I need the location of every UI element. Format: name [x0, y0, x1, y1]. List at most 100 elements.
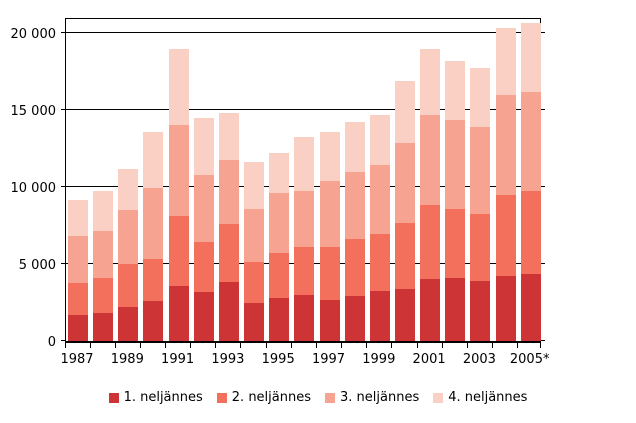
legend-label: 2. neljännes: [231, 390, 311, 405]
bar-segment: [193, 175, 214, 243]
bar-segment: [68, 314, 88, 341]
y-axis-tick: [61, 340, 66, 341]
bar-segment: [68, 236, 88, 284]
bar-segment: [394, 81, 415, 144]
y-tick-label: 0: [47, 335, 56, 350]
plot-area: [61, 18, 545, 343]
bar-segment: [520, 22, 541, 93]
bar-segment: [495, 194, 516, 276]
bar-segment: [344, 122, 365, 173]
bar-segment: [143, 187, 164, 259]
legend-swatch: [433, 392, 444, 403]
legend: 1. neljännes 2. neljännes 3. neljännes 4. n…: [0, 390, 636, 405]
bar-segment: [319, 247, 340, 301]
legend-label: 1. neljännes: [123, 390, 203, 405]
bar-2002: [445, 61, 466, 341]
y-axis-tick: [540, 185, 545, 187]
x-tick-label: 2003: [462, 352, 496, 367]
y-axis-tick: [540, 263, 545, 264]
x-axis-tick: [114, 343, 116, 348]
x-axis-tick: [391, 343, 393, 348]
bar-segment: [218, 160, 239, 224]
bar-segment: [470, 280, 491, 341]
bar-2001: [420, 49, 441, 341]
bar-1996: [294, 136, 315, 341]
y-tick-label: 10 000: [10, 180, 57, 196]
bar-segment: [218, 281, 239, 341]
bar-1997: [319, 132, 340, 341]
bar-segment: [319, 132, 340, 181]
bar-segment: [294, 294, 315, 341]
bar-segment: [118, 264, 139, 308]
x-axis-tick: [139, 343, 141, 348]
y-tick-label: 5 000: [18, 258, 56, 273]
bar-segment: [520, 190, 541, 274]
bar-segment: [218, 113, 239, 161]
bar-segment: [269, 253, 290, 298]
x-axis-tick: [190, 343, 192, 348]
bar-segment: [294, 247, 315, 295]
legend-label: 3. neljännes: [340, 390, 420, 405]
bar-segment: [470, 126, 491, 214]
x-axis-tick: [466, 343, 468, 348]
x-axis-tick: [539, 343, 541, 348]
bar-segment: [118, 307, 139, 341]
bar-segment: [445, 208, 466, 278]
bar-1993: [218, 113, 239, 341]
legend-item-4: 4. neljännes: [433, 390, 527, 405]
bar-segment: [168, 216, 189, 287]
bar-segment: [369, 290, 390, 341]
legend-swatch: [216, 392, 227, 403]
y-axis-labels: 0 5 000 10 000 15 000 20 000: [0, 18, 57, 350]
x-axis-tick: [315, 343, 317, 348]
legend-item-2: 2. neljännes: [216, 390, 311, 405]
y-axis-tick: [540, 108, 545, 110]
bar-segment: [269, 193, 290, 254]
x-axis-tick: [165, 343, 167, 348]
bar-segment: [143, 258, 164, 301]
bar-1999: [369, 114, 390, 341]
bar-2003: [470, 67, 491, 341]
bar-segment: [420, 204, 441, 279]
x-axis-tick: [517, 343, 519, 348]
bar-segment: [394, 223, 415, 289]
bar-segment: [168, 286, 189, 341]
bar-segment: [68, 283, 88, 315]
bar-segment: [93, 230, 114, 278]
bar-segment: [445, 61, 466, 120]
bar-2000: [394, 81, 415, 341]
x-tick-label: 1993: [211, 352, 245, 367]
bar-segment: [168, 125, 189, 217]
bar-segment: [495, 275, 516, 341]
x-tick-label: 1997: [311, 352, 346, 367]
legend-label: 4. neljännes: [448, 390, 528, 405]
bar-segment: [68, 200, 88, 237]
x-tick-label: 1991: [161, 352, 195, 367]
bar-1988: [93, 190, 114, 341]
bar-segment: [244, 302, 265, 341]
y-axis-tick: [540, 31, 545, 33]
x-tick-label: 2005*: [509, 352, 550, 367]
bar-segment: [520, 92, 541, 191]
x-tick-label: 1989: [110, 352, 144, 367]
bar-segment: [394, 288, 415, 341]
bar-segment: [319, 300, 340, 341]
bar-segment: [93, 312, 114, 341]
x-axis-tick: [366, 343, 368, 348]
x-axis-tick: [441, 343, 443, 348]
bar-segment: [319, 180, 340, 248]
bar-segment: [244, 209, 265, 262]
x-axis-tick: [341, 343, 343, 348]
gridline: [66, 108, 540, 110]
x-axis-tick: [215, 343, 217, 348]
bar-segment: [244, 162, 265, 210]
bar-segment: [118, 168, 139, 211]
bar-segment: [369, 233, 390, 291]
bar-segment: [269, 297, 290, 341]
x-axis-tick: [290, 343, 292, 348]
bar-segment: [143, 131, 164, 188]
bar-1995: [269, 153, 290, 341]
y-axis-tick: [61, 185, 66, 187]
bar-1989: [118, 168, 139, 341]
